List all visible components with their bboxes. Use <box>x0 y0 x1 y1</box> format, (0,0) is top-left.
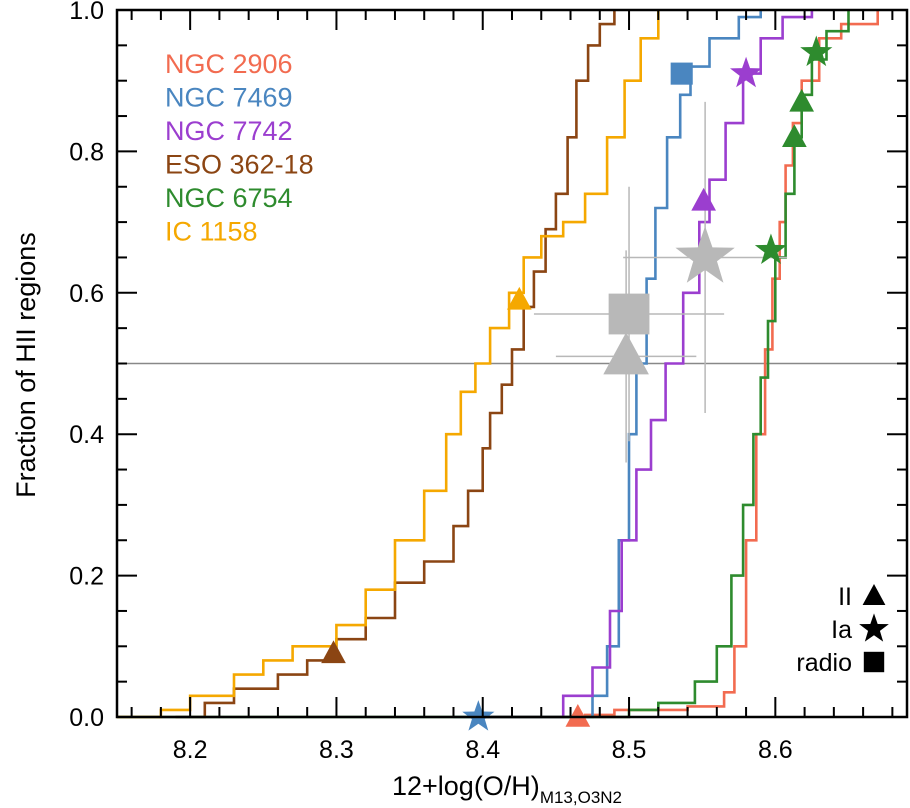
key-label-ii: II <box>838 583 852 611</box>
tick-labels: 8.2 8.3 8.4 8.5 8.6 0.0 0.2 0.4 0.6 0.8 1.0 <box>69 0 792 764</box>
series-line-ngc-7742 <box>482 10 814 719</box>
x-tick-label: 8.4 <box>465 736 500 764</box>
legend-entry-eso-362-18: ESO 362-18 <box>165 150 314 180</box>
legend-entry-ngc-2906: NGC 2906 <box>165 49 293 79</box>
series-line-ngc-6754 <box>117 10 850 719</box>
legend-entry-ic-1158: IC 1158 <box>165 217 258 247</box>
marker-ngc-7742-ii <box>691 187 716 211</box>
y-tick-label: 0.6 <box>69 280 104 308</box>
average-marker-radio <box>608 293 650 335</box>
y-tick-label: 0.0 <box>69 704 104 732</box>
key-label-ia: Ia <box>831 616 852 644</box>
marker-ngc-6754-ii <box>782 124 807 148</box>
x-tick-label: 8.2 <box>173 736 208 764</box>
series-line-ic-1158 <box>117 10 660 719</box>
y-tick-label: 1.0 <box>69 0 104 25</box>
legend-entry-ngc-7469: NGC 7469 <box>165 83 293 113</box>
marker-ngc-6754-ia <box>754 233 788 265</box>
average-marker-ii <box>603 332 649 375</box>
x-tick-label: 8.5 <box>612 736 647 764</box>
series-markers <box>321 35 833 731</box>
x-axis-label-main: 12+log(O/H) <box>392 771 540 801</box>
y-tick-label: 0.4 <box>69 421 104 449</box>
marker-ngc-7469-ia <box>462 700 495 731</box>
y-tick-label: 0.8 <box>69 138 104 166</box>
marker-eso-362-18-ii <box>321 640 346 664</box>
marker-ngc-7742-ia <box>730 56 763 88</box>
y-axis-label: Fraction of HII regions <box>11 232 41 498</box>
axis-ticks <box>117 9 907 718</box>
marker-ngc-7469-radio <box>670 62 693 85</box>
legend-entry-ngc-6754: NGC 6754 <box>165 183 293 213</box>
x-tick-label: 8.3 <box>319 736 354 764</box>
marker-ic-1158-ii <box>506 286 532 310</box>
average-points <box>533 101 788 463</box>
marker-ngc-6754-ii <box>789 88 815 112</box>
symbol-key: II Ia radio <box>796 583 889 677</box>
x-tick-label: 8.6 <box>758 736 793 764</box>
x-axis-label: 12+log(O/H)M13,O3N2 <box>392 771 622 807</box>
marker-ngc-6754-ia <box>800 35 833 67</box>
legend-entry-ngc-7742: NGC 7742 <box>165 116 293 146</box>
key-symbol-ii <box>862 584 886 605</box>
key-symbol-radio <box>863 651 885 673</box>
y-tick-label: 0.2 <box>69 563 104 591</box>
cdf-lines <box>117 10 879 719</box>
series-line-ngc-7469 <box>453 10 762 719</box>
key-label-radio: radio <box>796 649 852 677</box>
marker-ngc-2906-ii <box>565 704 591 727</box>
series-line-eso-362-18 <box>175 10 616 719</box>
average-marker-ia <box>675 226 735 283</box>
x-axis-label-sub: M13,O3N2 <box>540 788 622 807</box>
key-symbol-ia <box>859 613 889 642</box>
